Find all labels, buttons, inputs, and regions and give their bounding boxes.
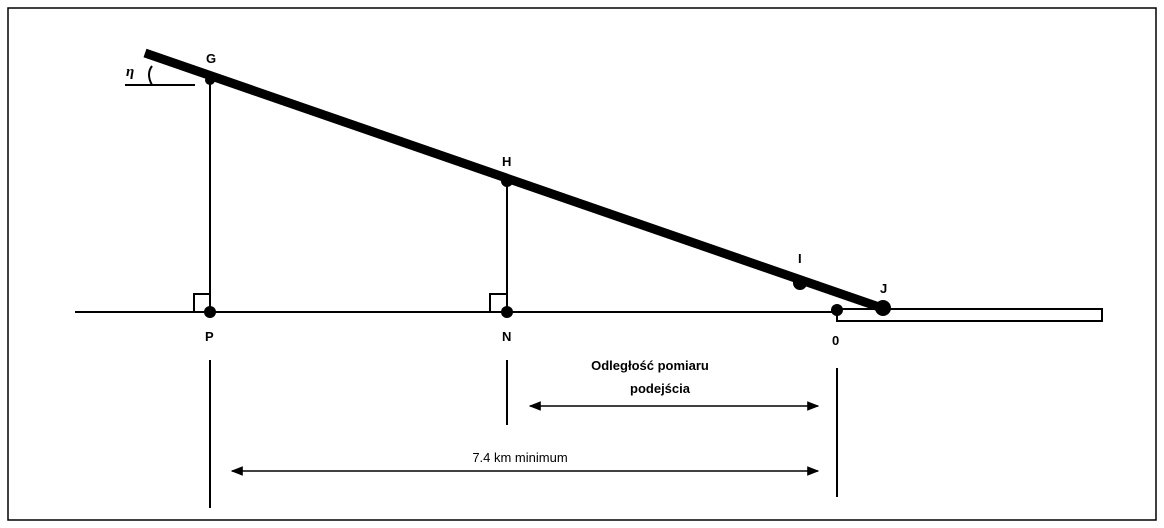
point-label: G (206, 51, 216, 66)
angle-arc (148, 65, 153, 86)
frame (7, 7, 1157, 521)
point-label: H (502, 154, 511, 169)
dimension-label: Odległość pomiaru (591, 358, 709, 373)
dimension-label: podejścia (630, 381, 691, 396)
point-label: N (502, 329, 511, 344)
point (205, 75, 215, 85)
point (831, 304, 843, 316)
point (793, 276, 807, 290)
point-label: 0 (832, 333, 839, 348)
angle-label: η (126, 64, 134, 80)
point-label: I (798, 251, 802, 266)
point (501, 306, 513, 318)
point-label: P (205, 329, 214, 344)
glide-path (143, 48, 884, 313)
point (875, 300, 891, 316)
point (204, 306, 216, 318)
right-angle (193, 293, 210, 312)
point (501, 175, 513, 187)
right-angle (489, 293, 507, 312)
dimension-label: 7.4 km minimum (472, 450, 567, 465)
point-label: J (880, 281, 887, 296)
